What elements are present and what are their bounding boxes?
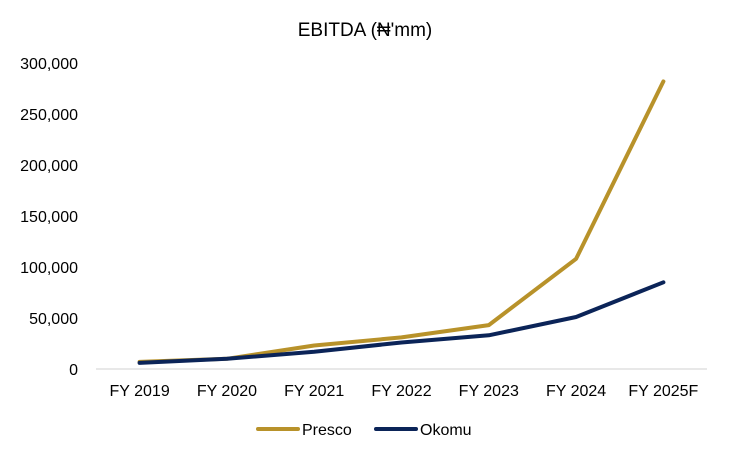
y-tick-label: 0 — [69, 362, 78, 379]
data-point-okomu — [401, 341, 402, 343]
data-point-presco — [575, 258, 577, 260]
x-tick-label: FY 2019 — [110, 383, 170, 400]
y-tick-label: 100,000 — [20, 260, 78, 277]
series-line-presco — [137, 79, 666, 364]
legend: Presco Okomu — [256, 422, 472, 439]
y-tick-label: 150,000 — [20, 209, 78, 226]
legend-label-okomu: Okomu — [420, 422, 472, 439]
series-line-okomu — [137, 280, 666, 365]
data-point-okomu — [662, 281, 664, 283]
data-point-okomu — [575, 316, 577, 318]
data-point-presco — [488, 324, 490, 326]
x-tick-label: FY 2025F — [628, 383, 698, 400]
data-point-okomu — [226, 358, 228, 360]
y-axis-tick-labels: 0 50,000 100,000 150,000 200,000 250,000 300,0… — [20, 56, 78, 379]
chart-title: EBITDA (₦'mm) — [298, 20, 433, 41]
series-lines — [137, 79, 666, 365]
data-point-okomu — [139, 362, 141, 364]
data-point-presco — [313, 345, 315, 347]
x-axis-tick-labels: FY 2019 FY 2020 FY 2021 FY 2022 FY 2023 FY 20… — [110, 383, 699, 400]
y-tick-label: 300,000 — [20, 56, 78, 73]
y-tick-label: 200,000 — [20, 158, 78, 175]
x-tick-label: FY 2023 — [459, 383, 519, 400]
data-point-presco — [662, 80, 664, 82]
x-tick-label: FY 2021 — [284, 383, 344, 400]
data-point-okomu — [313, 351, 315, 353]
legend-label-presco: Presco — [302, 422, 352, 439]
x-tick-label: FY 2020 — [197, 383, 257, 400]
x-tick-label: FY 2022 — [371, 383, 431, 400]
data-point-presco — [401, 336, 402, 338]
data-point-okomu — [488, 334, 490, 336]
y-tick-label: 50,000 — [29, 311, 78, 328]
y-tick-label: 250,000 — [20, 107, 78, 124]
x-tick-label: FY 2024 — [546, 383, 606, 400]
